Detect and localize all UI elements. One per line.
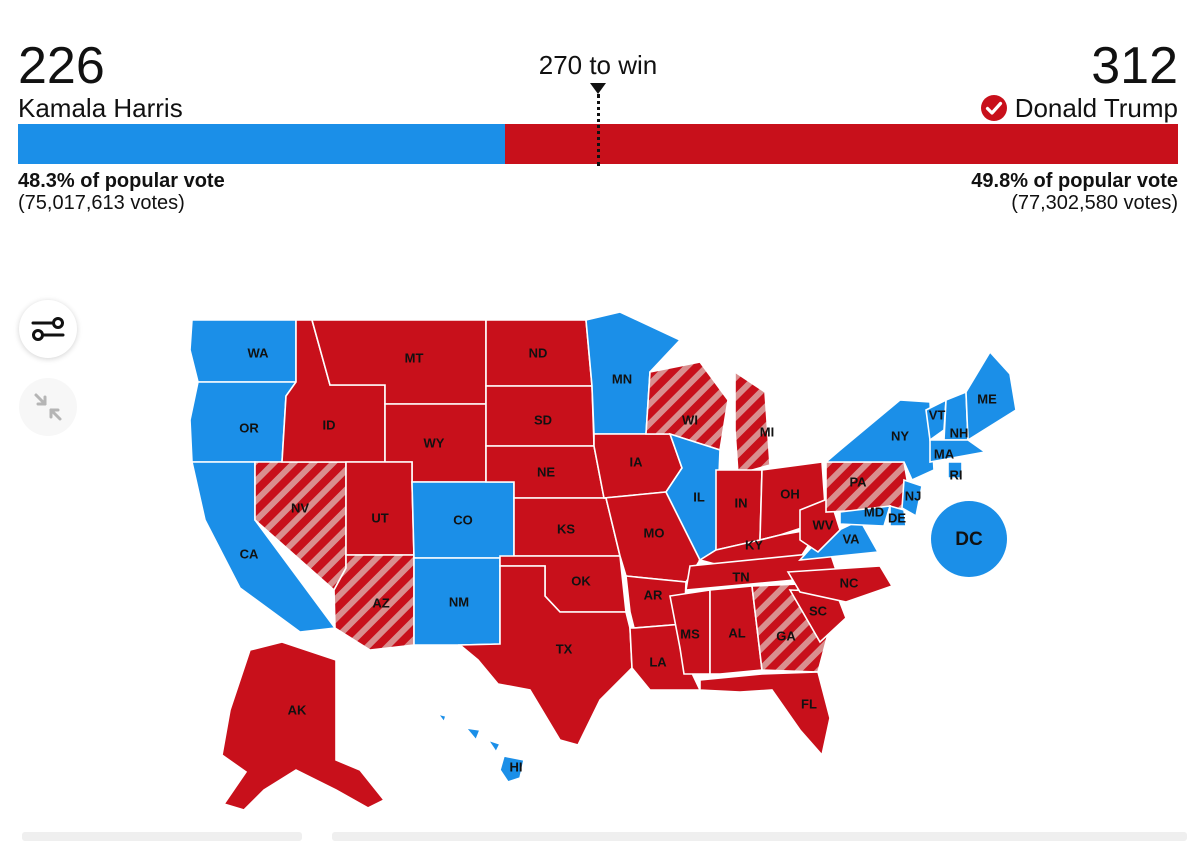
state-label-ak: AK <box>288 702 307 717</box>
state-label-ga: GA <box>776 628 796 643</box>
state-ak[interactable] <box>221 641 386 811</box>
trump-vote-count: (77,302,580 votes) <box>1011 192 1178 214</box>
collapse-arrows-icon <box>34 393 62 421</box>
harris-bar-segment <box>18 124 506 164</box>
collapse-button[interactable] <box>19 378 77 436</box>
harris-vote-count: (75,017,613 votes) <box>18 192 185 214</box>
state-label-pa: PA <box>849 474 867 489</box>
state-label-ny: NY <box>891 428 909 443</box>
us-electoral-map: WA OR CA NV ID MT WY UT AZ CO NM ND SD NE KS OK TX MN IA MO… <box>189 311 1017 811</box>
state-label-tn: TN <box>732 569 749 584</box>
state-label-ky: KY <box>745 537 763 552</box>
state-label-ms: MS <box>680 626 700 641</box>
state-label-nd: ND <box>529 345 548 360</box>
harris-popular-vote: 48.3% of popular vote (75,017,613 votes) <box>18 170 225 214</box>
state-label-ca: CA <box>240 546 259 561</box>
trump-popular-pct: 49.8% of popular vote <box>971 170 1178 192</box>
state-label-nj: NJ <box>905 488 922 503</box>
state-label-mt: MT <box>405 350 424 365</box>
state-label-hi: HI <box>510 759 523 774</box>
harris-name: Kamala Harris <box>18 93 183 123</box>
state-me[interactable] <box>965 350 1017 442</box>
state-label-il: IL <box>693 489 705 504</box>
state-label-nc: NC <box>840 575 859 590</box>
state-label-mi: MI <box>760 424 774 439</box>
trump-electoral-votes: 312 <box>1091 37 1178 95</box>
trump-bar-segment <box>505 124 1178 164</box>
state-label-wv: WV <box>813 517 834 532</box>
trump-popular-vote: 49.8% of popular vote (77,302,580 votes) <box>971 170 1178 214</box>
state-label-tx: TX <box>556 641 573 656</box>
state-label-la: LA <box>649 654 667 669</box>
state-fl[interactable] <box>699 671 831 757</box>
state-label-mn: MN <box>612 371 632 386</box>
footer-tab <box>22 832 302 841</box>
state-label-ok: OK <box>571 573 591 588</box>
trump-name: Donald Trump <box>1014 93 1178 123</box>
state-label-ut: UT <box>371 510 388 525</box>
state-label-vt: VT <box>929 407 946 422</box>
harris-popular-pct: 48.3% of popular vote <box>18 170 225 192</box>
trump-name-row: Donald Trump <box>980 93 1178 123</box>
state-ri[interactable] <box>947 461 963 479</box>
state-ut[interactable] <box>345 461 415 556</box>
state-al[interactable] <box>709 585 763 675</box>
winner-check-icon <box>980 95 1007 121</box>
state-label-md: MD <box>864 504 884 519</box>
state-nc[interactable] <box>786 565 894 603</box>
state-label-id: ID <box>323 417 336 432</box>
state-label-al: AL <box>728 625 745 640</box>
state-label-de: DE <box>888 510 906 525</box>
state-label-dc: DC <box>955 529 983 550</box>
state-label-wi: WI <box>682 412 698 427</box>
footer-tab <box>332 832 1187 841</box>
state-label-fl: FL <box>801 696 817 711</box>
state-label-ne: NE <box>537 464 555 479</box>
state-label-ri: RI <box>950 467 963 482</box>
harris-electoral-votes: 226 <box>18 37 105 95</box>
sliders-icon <box>31 317 65 341</box>
state-label-mo: MO <box>644 525 665 540</box>
state-wa[interactable] <box>189 319 297 383</box>
state-label-ia: IA <box>630 454 644 469</box>
state-ny[interactable] <box>823 399 935 482</box>
threshold-label: 270 to win <box>538 50 658 80</box>
state-label-in: IN <box>735 495 748 510</box>
state-ma[interactable] <box>929 439 988 463</box>
state-label-me: ME <box>977 391 997 406</box>
state-label-va: VA <box>842 531 860 546</box>
state-hi[interactable] <box>436 712 525 783</box>
state-label-oh: OH <box>780 486 800 501</box>
state-mi[interactable] <box>734 370 771 476</box>
filter-button[interactable] <box>19 300 77 358</box>
state-label-nm: NM <box>449 594 469 609</box>
state-label-wa: WA <box>248 345 270 360</box>
electoral-vote-bar <box>18 124 1178 164</box>
state-label-az: AZ <box>372 595 389 610</box>
state-nj[interactable] <box>901 478 923 518</box>
state-de[interactable] <box>889 504 907 527</box>
state-label-ks: KS <box>557 521 575 536</box>
state-ms[interactable] <box>669 589 711 675</box>
state-label-wy: WY <box>424 435 445 450</box>
threshold-arrow-icon <box>590 83 606 94</box>
state-label-nv: NV <box>291 500 309 515</box>
state-dc[interactable] <box>931 501 1007 577</box>
state-label-sd: SD <box>534 412 552 427</box>
results-header: 226 Kamala Harris 270 to win 312 Donald … <box>0 0 1200 240</box>
state-label-ar: AR <box>644 587 663 602</box>
state-label-nh: NH <box>950 425 969 440</box>
state-label-co: CO <box>453 512 473 527</box>
threshold-line <box>597 94 600 166</box>
state-label-ma: MA <box>934 446 955 461</box>
state-label-sc: SC <box>809 603 828 618</box>
state-label-or: OR <box>239 420 259 435</box>
state-md[interactable] <box>839 505 892 527</box>
